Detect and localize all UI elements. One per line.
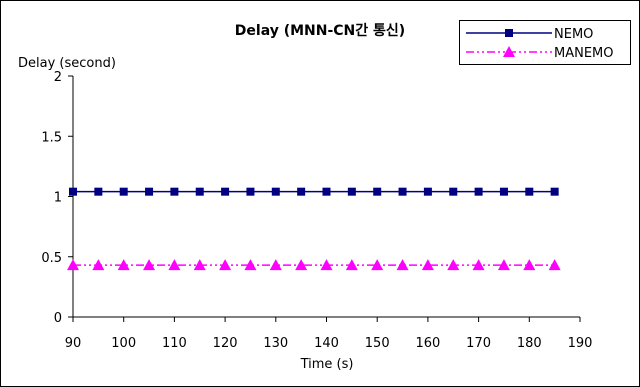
data-point — [548, 259, 561, 271]
legend-label: MANEMO — [554, 46, 614, 61]
x-tick-label: 150 — [365, 336, 390, 351]
series-layer — [67, 187, 561, 271]
legend-swatch-marker — [505, 29, 513, 37]
data-point — [373, 187, 382, 196]
x-tick-label: 130 — [263, 336, 288, 351]
series-nemo — [69, 187, 559, 196]
data-point — [550, 187, 559, 196]
data-point — [244, 259, 257, 271]
data-point — [67, 259, 79, 271]
data-point — [193, 259, 206, 271]
data-point — [145, 187, 154, 196]
x-axis-label: Time (s) — [300, 357, 354, 372]
legend-label: NEMO — [554, 27, 593, 42]
x-tick-label: 90 — [65, 336, 82, 351]
data-point — [168, 259, 181, 271]
data-point — [371, 259, 384, 271]
data-point — [295, 259, 308, 271]
data-point — [320, 259, 333, 271]
data-point — [472, 259, 485, 271]
data-point — [398, 187, 407, 196]
data-point — [170, 187, 179, 196]
data-point — [322, 187, 331, 196]
x-tick-label: 140 — [314, 336, 339, 351]
data-point — [94, 187, 103, 196]
legend-items: NEMO MANEMO — [466, 27, 614, 61]
legend: NEMO MANEMO — [459, 20, 631, 65]
x-tick-label: 160 — [415, 336, 440, 351]
data-point — [219, 259, 232, 271]
legend-swatch-marker — [503, 46, 515, 57]
data-point — [396, 259, 409, 271]
x-tick-label: 170 — [466, 336, 491, 351]
x-tick-label: 120 — [213, 336, 238, 351]
data-point — [69, 187, 77, 196]
data-point — [423, 187, 432, 196]
legend-box — [459, 20, 631, 65]
data-point — [117, 259, 130, 271]
data-point — [499, 187, 508, 196]
data-point — [143, 259, 156, 271]
data-point — [246, 187, 255, 196]
data-point — [523, 259, 536, 271]
y-ticks: 0 0.5 1 1.5 2 — [41, 70, 73, 326]
data-point — [119, 187, 128, 196]
data-point — [269, 259, 282, 271]
y-tick-label: 1 — [54, 191, 62, 206]
data-point — [497, 259, 510, 271]
data-point — [271, 187, 280, 196]
data-point — [447, 259, 460, 271]
x-tick-label: 190 — [568, 336, 593, 351]
data-point — [92, 259, 105, 271]
y-tick-label: 2 — [54, 70, 62, 85]
data-point — [421, 259, 434, 271]
data-point — [195, 187, 204, 196]
x-ticks: 90 100 110 120 130 140 150 160 170 180 190 — [65, 317, 593, 351]
data-point — [347, 187, 356, 196]
data-point — [297, 187, 306, 196]
series-manemo — [67, 259, 561, 271]
y-tick-label: 0.5 — [41, 251, 62, 266]
x-tick-label: 100 — [111, 336, 136, 351]
data-point — [221, 187, 230, 196]
data-point — [474, 187, 483, 196]
data-point — [449, 187, 458, 196]
data-point — [525, 187, 534, 196]
x-tick-label: 110 — [162, 336, 187, 351]
y-tick-label: 0 — [54, 311, 62, 326]
chart-title: Delay (MNN-CN간 통신) — [235, 22, 405, 39]
y-tick-label: 1.5 — [41, 130, 62, 145]
y-axis-label: Delay (second) — [18, 56, 116, 71]
x-tick-label: 180 — [517, 336, 542, 351]
data-point — [345, 259, 358, 271]
